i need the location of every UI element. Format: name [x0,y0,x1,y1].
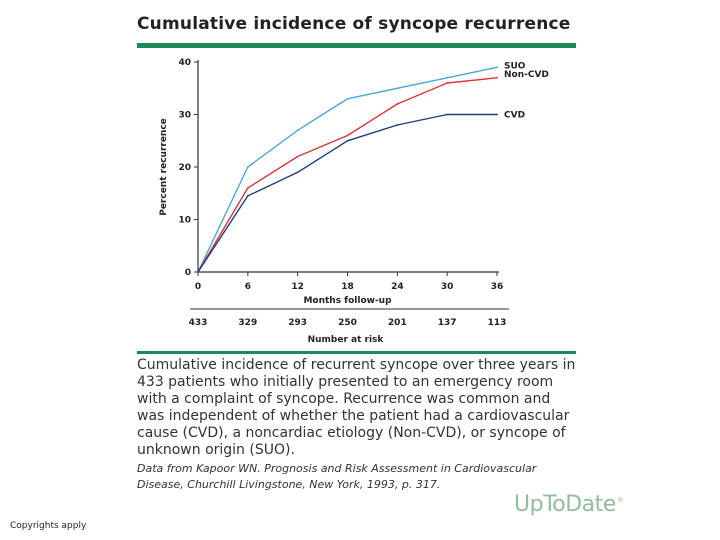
caption-line: cause (CVD), a noncardiac etiology (Non-… [137,425,566,441]
data-point-non-cvd [346,134,349,137]
data-point-suo [246,166,249,168]
data-point-suo [296,129,299,132]
y-tick-label: 30 [178,111,191,121]
x-tick-label: 36 [491,282,504,292]
caption-line: 433 patients who initially presented to … [137,374,554,390]
data-point-non-cvd [496,76,498,79]
risk-count: 201 [388,318,407,328]
x-tick-label: 18 [341,282,354,292]
x-tick-label: 12 [291,282,304,292]
data-point-suo [338,103,341,105]
caption-line: unknown origin (SUO). [137,442,295,458]
chart-title: Cumulative incidence of syncope recurren… [137,14,571,34]
risk-count: 137 [438,318,457,328]
data-point-suo [446,76,449,79]
x-tick-label: 30 [441,282,454,292]
caption-line: Cumulative incidence of recurrent syncop… [137,357,576,373]
labels-layer: 0 10 20 30 40 0 6 12 18 24 30 36 Months follow-up Per… [159,58,549,345]
data-point-cvd [446,113,449,116]
y-tick-label: 0 [185,268,191,278]
data-point-non-cvd [396,103,399,105]
top-divider [137,43,576,48]
risk-count: 329 [238,318,257,328]
source-line: Disease, Churchill Livingstone, New York… [137,478,441,491]
data-point-cvd [197,271,199,273]
copyright-notice: Copyrights apply [10,521,87,531]
data-point-suo [496,66,498,69]
data-point-cvd [296,171,299,174]
logo-text: UpToDate [514,492,616,517]
risk-table-title: Number at risk [308,335,385,345]
series-layer [197,66,498,273]
series-line-non-cvd [197,77,498,273]
uptodate-logo: UpToDate® [514,492,624,517]
data-point-non-cvd [446,82,449,84]
figure-caption: Cumulative incidence of recurrent syncop… [137,357,577,459]
legend-label-suo: SUO [504,61,526,71]
data-point-suo [396,87,399,90]
caption-divider [137,351,576,354]
x-tick-label: 6 [245,282,251,292]
data-point-suo [346,97,349,100]
data-point-cvd [246,194,249,197]
registered-mark: ® [616,496,624,504]
risk-count: 113 [488,318,507,328]
figure-source: Data from Kapoor WN. Prognosis and Risk … [137,461,577,493]
data-point-cvd [396,124,399,126]
legend-label-cvd: CVD [504,111,525,121]
y-tick-label: 40 [178,58,191,68]
series-line-suo [197,66,498,273]
series-line-cvd [197,113,497,273]
data-point-cvd [496,113,498,116]
x-axis-title: Months follow-up [303,296,392,306]
caption-line: with a complaint of syncope. Recurrence … [137,391,551,407]
y-tick-label: 10 [178,216,191,226]
y-axis-title: Percent recurrence [159,118,169,216]
legend-label-non-cvd: Non-CVD [504,70,549,80]
data-point-non-cvd [296,155,299,158]
caption-line: was independent of whether the patient h… [137,408,570,424]
data-point-cvd [346,139,349,142]
data-point-non-cvd [246,187,249,189]
x-tick-label: 0 [195,282,201,292]
y-tick-label: 20 [178,163,191,173]
axes [190,60,509,310]
risk-count: 433 [189,318,208,328]
source-line: Data from Kapoor WN. Prognosis and Risk … [137,462,537,475]
x-tick-label: 24 [391,282,404,292]
risk-count: 293 [288,318,307,328]
risk-count: 250 [338,318,357,328]
